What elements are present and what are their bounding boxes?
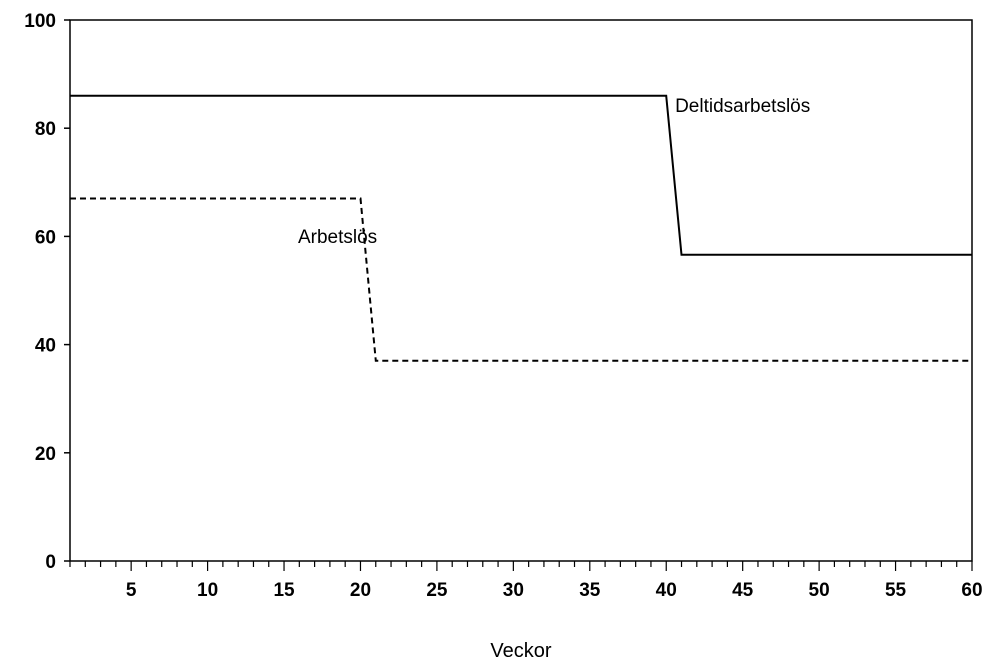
x-tick-label: 50 — [809, 580, 830, 601]
series-line-1 — [70, 197, 972, 362]
x-tick-label: 5 — [126, 580, 137, 601]
x-tick-label: 15 — [273, 580, 295, 601]
series-line-0 — [70, 94, 972, 256]
series-label-1: Arbetslös — [298, 227, 377, 248]
x-axis-title: Veckor — [490, 640, 551, 662]
plot-frame — [69, 19, 973, 562]
y-tick-label: 20 — [35, 444, 56, 465]
y-tick-label: 40 — [35, 336, 56, 357]
series-label-0: Deltidsarbetslös — [675, 96, 810, 117]
y-tick-label: 100 — [24, 11, 56, 32]
series-labels: Deltidsarbetslös Arbetslös — [298, 96, 810, 248]
y-axis-ticks: 0 20 40 60 80 100 — [24, 11, 70, 573]
x-tick-label: 45 — [732, 580, 754, 601]
x-tick-label: 35 — [579, 580, 601, 601]
x-tick-label: 40 — [656, 580, 677, 601]
x-tick-label: 30 — [503, 580, 524, 601]
y-tick-label: 0 — [45, 552, 56, 573]
y-tick-label: 60 — [35, 227, 56, 248]
series-lines — [70, 94, 972, 362]
x-axis-ticks: 5 10 15 20 25 30 35 40 45 50 55 60 — [69, 561, 983, 601]
x-tick-label: 10 — [197, 580, 218, 601]
y-tick-label: 80 — [35, 119, 56, 140]
x-tick-label: 55 — [885, 580, 907, 601]
x-tick-label: 20 — [350, 580, 371, 601]
x-tick-label: 25 — [426, 580, 448, 601]
x-tick-label: 60 — [961, 580, 982, 601]
